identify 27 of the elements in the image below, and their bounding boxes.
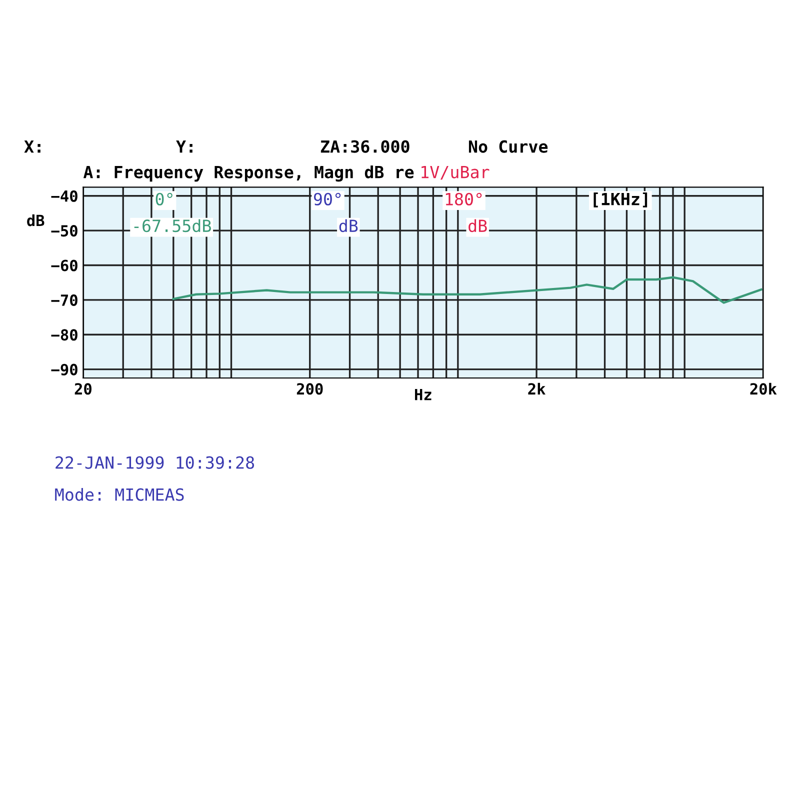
text: Mode: MICMEAS xyxy=(55,488,184,501)
annotation: 180° xyxy=(446,192,482,206)
annotation: [1KHz] xyxy=(594,192,648,208)
x-tick-label: 20 xyxy=(74,383,92,395)
annotation: 90° xyxy=(314,192,341,206)
text: Y: xyxy=(176,140,192,153)
x-axis-title: Hz xyxy=(415,388,432,400)
y-tick-label: −90 xyxy=(51,364,78,376)
text: X: xyxy=(24,140,40,153)
y-tick-label: −70 xyxy=(51,294,78,306)
chart-title: A: Frequency Response, Magn dB re xyxy=(83,165,414,182)
chart-subtitle: 1V/uBar xyxy=(422,166,490,180)
x-tick-label: 20k xyxy=(750,382,777,395)
y-tick-label: −40 xyxy=(51,190,78,202)
y-axis-title: dB xyxy=(27,214,44,226)
x-tick-label: 2k xyxy=(528,382,546,394)
text: 0° xyxy=(156,192,172,206)
annotation: dB xyxy=(339,219,358,232)
text: ZA:36.000 xyxy=(320,140,410,153)
y-tick-label: −80 xyxy=(51,329,78,341)
text: No Curve xyxy=(468,140,548,153)
y-tick-label: −60 xyxy=(51,260,78,272)
annotation: -67.55dB xyxy=(134,219,211,232)
text: 22-JAN-1999 10:39:28 xyxy=(56,456,254,469)
x-tick-label: 200 xyxy=(296,383,323,395)
y-tick-label: −50 xyxy=(51,225,78,237)
annotation: dB xyxy=(468,219,487,232)
